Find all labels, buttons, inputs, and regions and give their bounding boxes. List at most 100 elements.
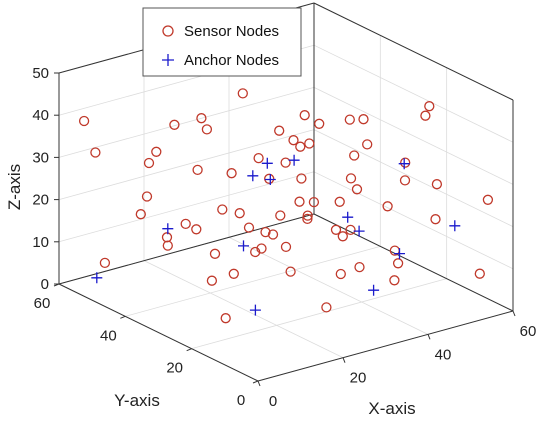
sensor-node-point — [162, 240, 173, 251]
x-tick-mark — [257, 380, 261, 387]
floor-grid-y — [125, 245, 381, 317]
x-tick-mark — [512, 310, 516, 317]
x-tick-label: 60 — [520, 323, 537, 340]
anchor-node-point — [91, 272, 103, 284]
sensor-node-point — [308, 196, 320, 208]
legend-anchor-marker — [162, 54, 174, 66]
sensor-node-point — [201, 124, 213, 135]
sensor-node-point — [169, 119, 180, 130]
z-tick-label: 30 — [32, 149, 49, 166]
anchor-node-point — [394, 248, 405, 260]
y-tick-label: 40 — [100, 327, 117, 344]
back-grid-z — [58, 171, 315, 243]
sensor-node-point — [334, 196, 345, 207]
sensor-node-point — [302, 213, 313, 225]
sensor-node-point — [345, 224, 356, 236]
sensor-node-point — [234, 208, 245, 219]
sensor-node-point — [285, 266, 296, 277]
legend-sensor-label: Sensor Nodes — [184, 23, 279, 40]
anchor-node-point — [264, 174, 276, 185]
sensor-node-point — [389, 275, 400, 286]
sensor-node-point — [288, 135, 299, 146]
sensor-node-point — [192, 164, 203, 176]
sensor-node-point — [349, 150, 360, 161]
sensor-node-point — [392, 258, 404, 269]
anchor-node-point — [449, 220, 461, 232]
sensor-node-point — [209, 248, 221, 259]
sensor-node-point — [264, 173, 275, 184]
sensor-node-point — [482, 194, 494, 205]
x-tick-label: 40 — [435, 346, 452, 363]
back-grid-z — [58, 129, 315, 200]
sensor-node-point — [161, 232, 173, 243]
z-tick-label: 0 — [41, 276, 49, 293]
sensor-node-point — [141, 191, 153, 202]
sensor-node-point — [344, 114, 355, 125]
anchor-node-point — [288, 154, 300, 166]
anchor-node-point — [368, 284, 380, 296]
legend-box — [142, 7, 302, 77]
sensor-node-point — [250, 246, 261, 258]
sensor-node-point — [220, 313, 231, 324]
sensor-node-point — [206, 275, 218, 286]
sensor-node-point — [424, 101, 435, 112]
sensor-node-point — [280, 157, 291, 168]
x-tick-mark — [342, 357, 346, 363]
z-axis-label: Z-axis — [5, 164, 24, 210]
sensor-node-point — [237, 88, 248, 99]
side-grid-z — [313, 171, 514, 270]
z-tick-label: 20 — [32, 192, 49, 209]
sensor-node-point — [243, 222, 255, 233]
sensor-node-point — [267, 229, 279, 240]
anchor-node-point — [342, 211, 354, 223]
y-tick-mark — [186, 348, 192, 352]
sensor-node-point — [228, 268, 239, 279]
sensor-node-point — [302, 210, 313, 221]
sensor-node-point — [314, 118, 325, 129]
sensor-node-point — [296, 173, 307, 184]
tick-labels: 0 20 40 60 0 20 40 60 0 10 20 30 40 50 — [32, 65, 536, 410]
z-tick-label: 40 — [32, 107, 49, 124]
sensor-node-point — [474, 268, 485, 279]
sensor-node-point — [78, 115, 90, 127]
sensor-node-point — [143, 157, 155, 169]
y-tick-label: 60 — [34, 295, 51, 312]
sensor-node-point — [351, 184, 363, 195]
sensor-node-point — [90, 147, 101, 158]
legend-sensor-marker — [162, 25, 174, 37]
sensor-node-point — [196, 113, 207, 124]
side-wall-panel — [314, 3, 513, 311]
side-grid-z — [313, 129, 514, 227]
sensor-node-point — [321, 302, 332, 313]
sensor-node-point — [253, 152, 264, 164]
x-axis-line — [257, 310, 514, 382]
anchor-node-point — [398, 158, 410, 170]
sensor-node-point — [280, 241, 292, 253]
sensor-node-point — [304, 138, 315, 149]
anchor-node-point — [238, 240, 249, 252]
sensor-node-point — [275, 210, 286, 221]
anchor-node-point — [247, 170, 259, 182]
sensor-node-point — [345, 173, 357, 184]
sensor-node-point — [191, 224, 202, 235]
sensor-node-point — [217, 204, 228, 215]
sensor-node-point — [420, 110, 431, 121]
sensor-node-point — [99, 257, 111, 269]
sensor-node-point — [358, 114, 369, 125]
sensor-node-point — [335, 268, 346, 280]
sensor-node-point — [299, 110, 310, 121]
x-tick-label: 0 — [269, 393, 277, 410]
anchor-node-point — [249, 304, 261, 316]
floor-grid-y — [191, 278, 447, 350]
anchor-node-point — [261, 157, 273, 169]
y-axis-line — [58, 283, 259, 382]
y-axis-label: Y-axis — [114, 391, 160, 410]
floor-grid-x — [143, 260, 344, 359]
sensor-node-point — [295, 141, 306, 152]
sensor-node-point — [354, 261, 365, 273]
sensor-node-point — [151, 146, 162, 157]
box-edge — [313, 213, 514, 312]
sensor-node-point — [260, 226, 271, 238]
sensor-node-point — [294, 196, 305, 207]
